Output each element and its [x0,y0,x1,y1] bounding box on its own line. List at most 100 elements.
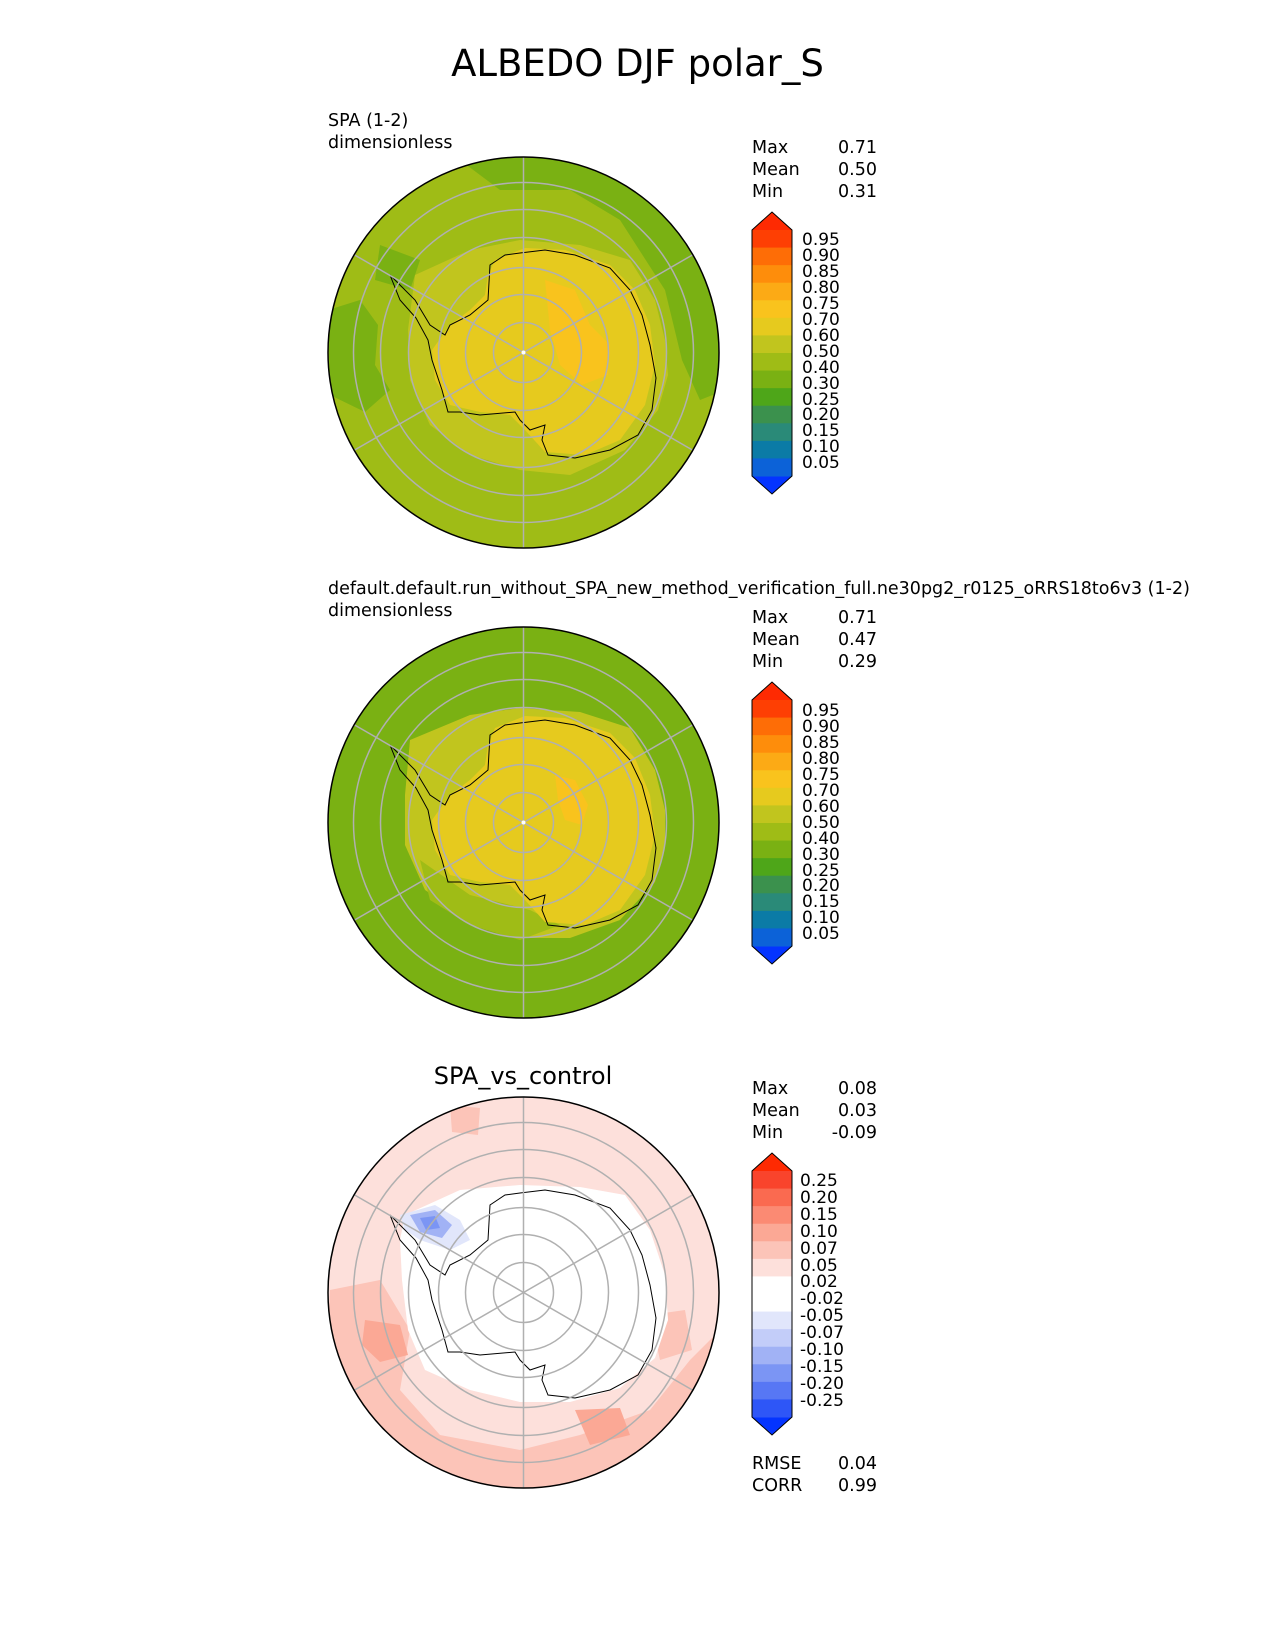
colorbar-bin [752,405,792,424]
colorbar-bin [752,1188,792,1207]
colorbar-bin [752,230,792,249]
colorbar-bin [752,247,792,266]
colorbar-bin [752,388,792,407]
colorbar-tick-label: 0.40 [802,357,840,378]
colorbar-outline [751,681,793,965]
panel1-title: SPA (1-2) [328,111,409,131]
colorbar-bin [752,805,792,824]
colorbar-tick-label: 0.95 [802,701,840,721]
colorbar-bin [752,1223,792,1242]
colorbar-extend-max [752,212,792,230]
colorbar-tick-label: 0.50 [802,341,840,362]
colorbar-tick-label: 0.15 [802,421,840,442]
panel2-pole-marker [521,820,526,825]
colorbar-tick-label: 0.70 [802,780,840,801]
panel3-title: SPA_vs_control [433,1062,613,1090]
colorbar-tick-label: 0.30 [802,373,840,394]
panel2-units: dimensionless [328,601,453,621]
colorbar-bin [752,823,792,842]
colorbar-tick-label: 0.50 [802,812,840,833]
colorbar-bin [752,335,792,354]
colorbar-bin [752,770,792,789]
colorbar-tick-label: 0.25 [800,1171,838,1191]
colorbar-bin [752,1276,792,1295]
colorbar-tick-label: 0.85 [802,261,840,282]
colorbar-tick-label: 0.15 [800,1204,838,1225]
colorbar-tick-label: -0.02 [800,1289,844,1310]
colorbar-bin [752,787,792,806]
colorbar-tick-label: 0.05 [802,453,840,474]
colorbar-tick-label: 0.20 [800,1187,838,1208]
colorbar-bin [752,752,792,771]
colorbar-tick-label: 0.30 [802,844,840,865]
colorbar-tick-label: 0.70 [802,309,840,330]
colorbar-tick-label: 0.10 [802,908,840,929]
panel1-colorbar [751,211,793,495]
colorbar-tick-label: 0.07 [800,1238,838,1259]
stat-mean: Mean 0.50 [752,160,877,180]
stat-min: Min 0.29 [752,652,877,672]
colorbar-bin [752,840,792,859]
panel1-field [328,157,719,548]
colorbar-tick-label: 0.60 [802,796,840,817]
panel1-units: dimensionless [328,133,453,153]
colorbar-bin [752,1399,792,1418]
panel2-title: default.default.run_without_SPA_new_meth… [328,579,1190,599]
metric-rmse: RMSE 0.04 [752,1454,877,1474]
stat-max: Max 0.71 [752,608,877,628]
colorbar-tick-label: 0.15 [802,892,840,913]
colorbar-tick-label: 0.10 [802,437,840,458]
panel1-map [327,156,720,549]
colorbar-tick-label: 0.05 [802,924,840,945]
colorbar-tick-label: 0.95 [802,230,840,250]
stat-max: Max 0.08 [752,1079,877,1099]
colorbar-outline [751,1152,793,1436]
colorbar-tick-label: -0.07 [800,1323,844,1344]
colorbar-tick-label: 0.75 [802,764,840,785]
panel3-graticule [352,1097,695,1488]
stat-min: Min -0.09 [752,1123,877,1143]
panel3-boundary [327,1096,720,1489]
colorbar-tick-label: 0.25 [802,389,840,410]
figure-title: ALBEDO DJF polar_S [451,42,824,85]
colorbar-bin [752,265,792,284]
colorbar-bin [752,1381,792,1400]
panel3-metrics: RMSE 0.04 CORR 0.99 [752,1453,877,1497]
colorbar-bin [752,317,792,336]
panel1-pole-marker [521,350,526,355]
colorbar-extend-max [752,682,792,700]
panel2-field [328,627,719,1018]
stat-min: Min 0.31 [752,182,877,202]
colorbar-extend-min [752,476,792,494]
colorbar-tick-label: 0.80 [802,748,840,769]
colorbar-bin [752,735,792,754]
stat-mean: Mean 0.47 [752,630,877,650]
colorbar-bin [752,423,792,442]
colorbar-bin [752,370,792,389]
colorbar-tick-label: 0.80 [802,277,840,298]
colorbar-tick-label: 0.20 [802,405,840,426]
colorbar-tick-label: 0.05 [800,1255,838,1276]
colorbar-outline [751,211,793,495]
colorbar-bin [752,1311,792,1330]
colorbar-bin [752,1206,792,1225]
colorbar-tick-label: 0.90 [802,245,840,266]
colorbar-bin [752,910,792,929]
stat-max: Max 0.71 [752,138,877,158]
colorbar-bin [752,1241,792,1260]
colorbar-bin [752,1171,792,1190]
colorbar-tick-label: -0.10 [800,1340,844,1360]
colorbar-bin [752,1294,792,1313]
panel3-field [328,1097,719,1488]
panel1-boundary [327,156,720,549]
colorbar-tick-label: 0.02 [800,1272,838,1293]
colorbar-bin [752,440,792,459]
colorbar-bin [752,458,792,477]
colorbar-bin [752,858,792,877]
colorbar-tick-label: 0.20 [802,876,840,897]
panel2-map [327,626,720,1019]
panel2-boundary [327,626,720,1019]
colorbar-bin [752,700,792,719]
colorbar-tick-label: -0.05 [800,1306,844,1327]
panel1-stats: Max 0.71 Mean 0.50 Min 0.31 [752,137,877,203]
